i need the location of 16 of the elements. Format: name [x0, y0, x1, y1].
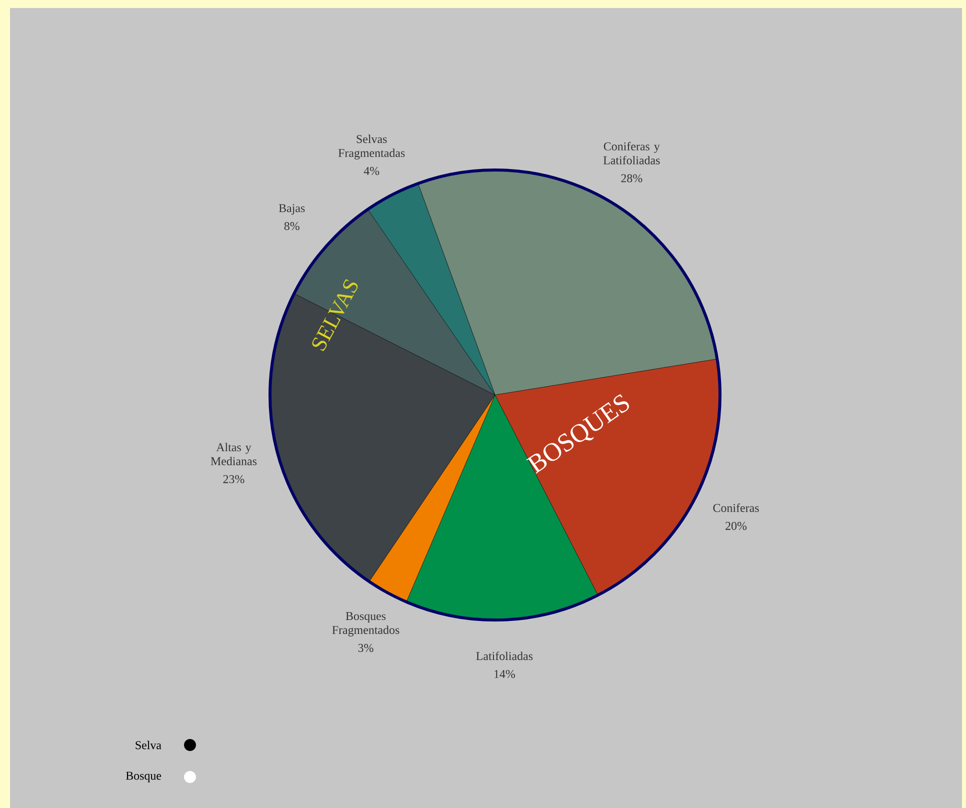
text: Selva [136, 740, 162, 750]
slice-label: Selvas Fragmentadas [338, 134, 405, 160]
text: Bosque [126, 772, 162, 782]
data-label: 14% [494, 670, 515, 678]
data-label: 23% [223, 475, 244, 484]
data-label: 8% [284, 222, 300, 230]
slice-label: Bajas [278, 204, 305, 215]
slice-label: Altas y Medianas [210, 442, 257, 466]
slice-label: Coniferas y Latifoliadas [603, 142, 660, 164]
data-label: 20% [726, 522, 747, 530]
data-label: 4% [364, 166, 380, 176]
data-label: 28% [621, 174, 642, 182]
slice-label: Latifoliadas [476, 652, 533, 660]
data-label: 3% [358, 644, 374, 652]
slice-label: Bosques Fragmentados [332, 612, 400, 636]
slice-label: Coniferas [713, 503, 759, 512]
